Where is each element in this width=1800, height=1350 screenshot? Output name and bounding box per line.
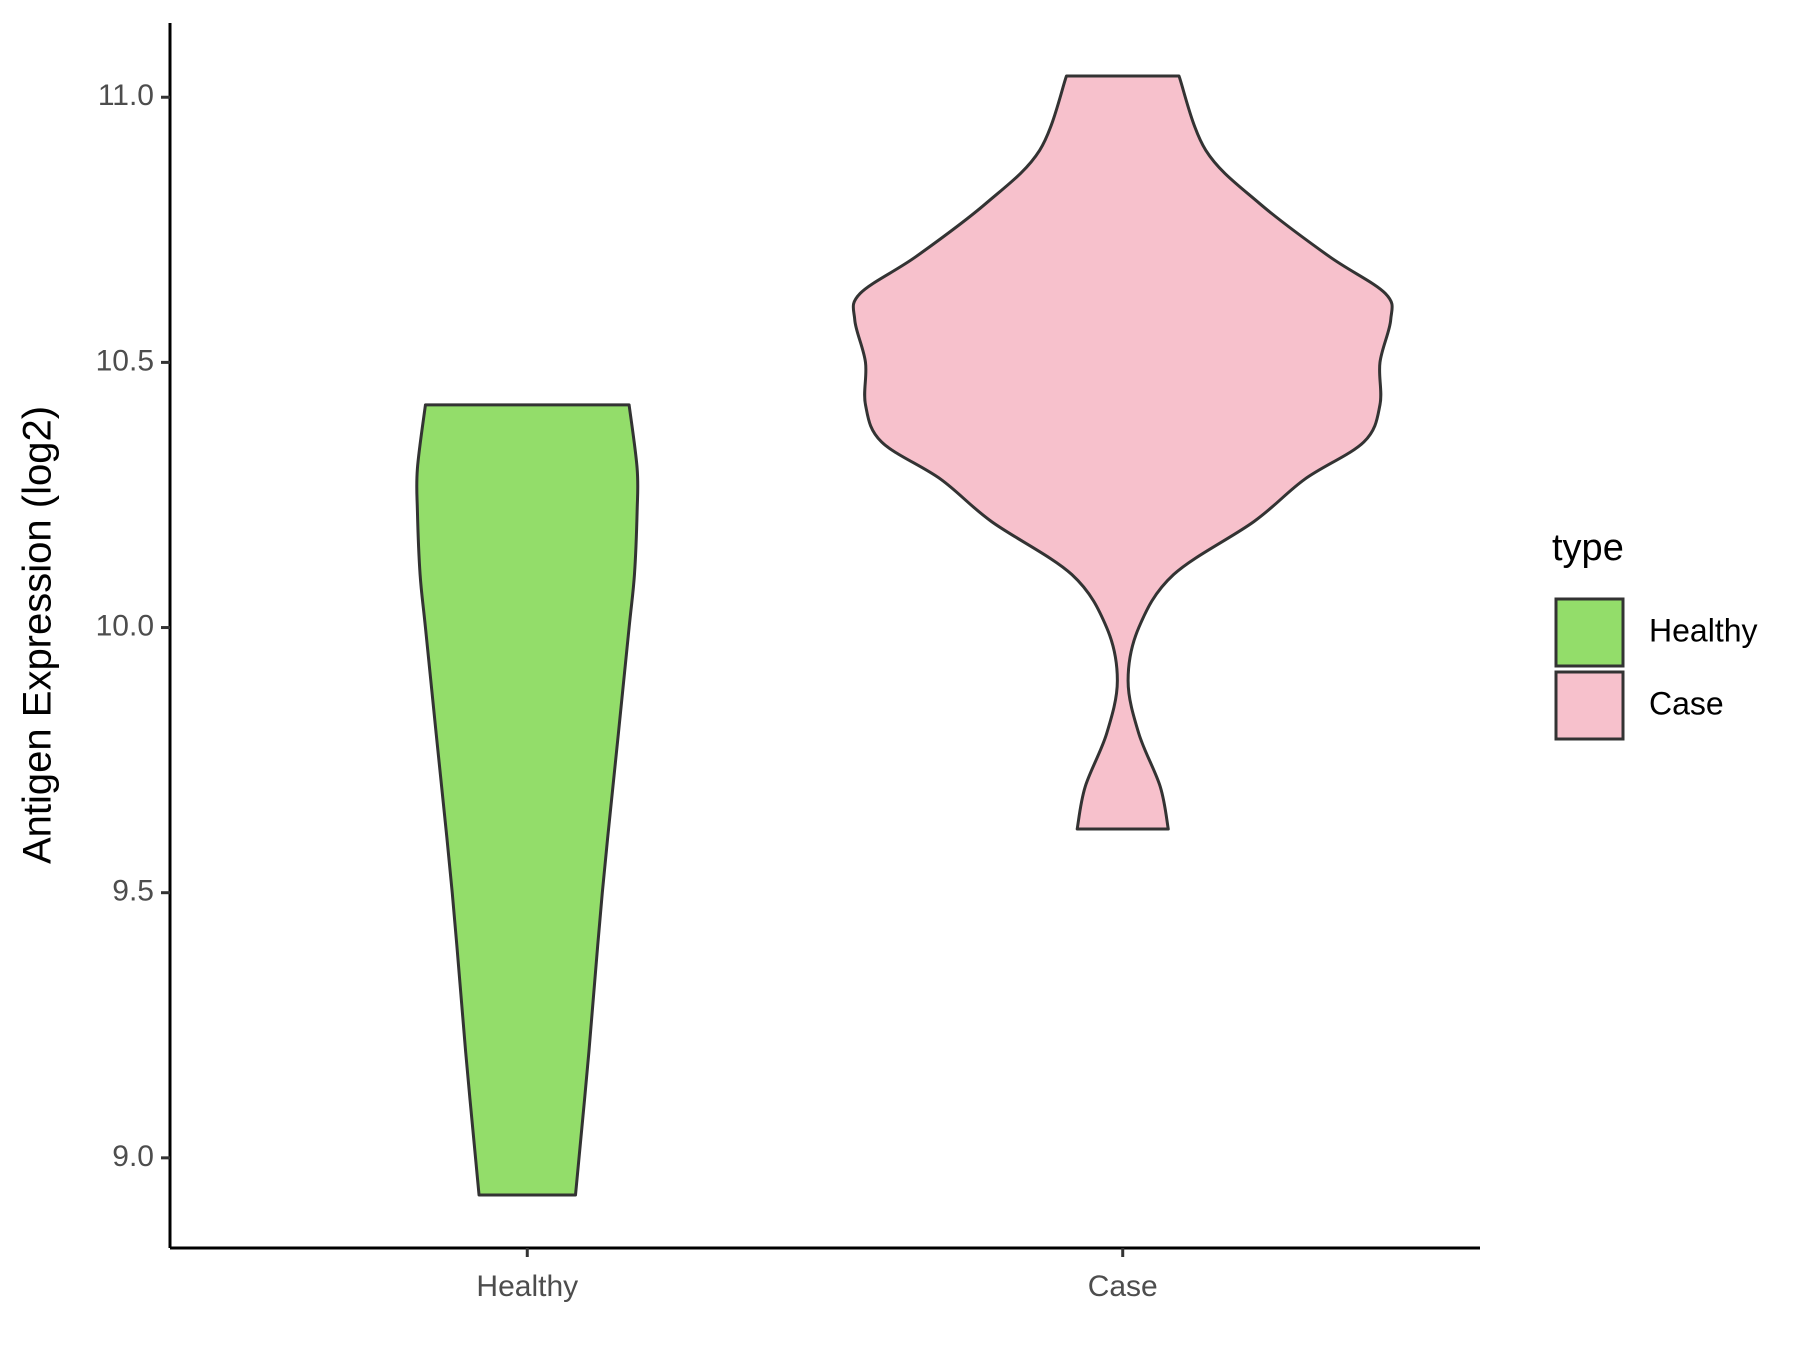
x-tick-label: Healthy bbox=[476, 1270, 578, 1303]
legend-key bbox=[1554, 597, 1625, 668]
y-tick-label: 10.0 bbox=[96, 609, 154, 642]
legend-key bbox=[1554, 670, 1625, 741]
violin bbox=[415, 403, 640, 1197]
legend-label: Case bbox=[1649, 685, 1724, 721]
legend-label: Healthy bbox=[1649, 612, 1758, 648]
y-tick-label: 10.5 bbox=[96, 344, 154, 377]
legend-title: type bbox=[1552, 527, 1624, 569]
violin bbox=[851, 74, 1394, 831]
y-tick-label: 9.0 bbox=[112, 1140, 154, 1173]
y-axis-title: Antigen Expression (log2) bbox=[16, 406, 60, 864]
y-tick-label: 9.5 bbox=[112, 875, 154, 908]
y-tick-label: 11.0 bbox=[98, 79, 154, 112]
x-tick-label: Case bbox=[1088, 1270, 1158, 1303]
